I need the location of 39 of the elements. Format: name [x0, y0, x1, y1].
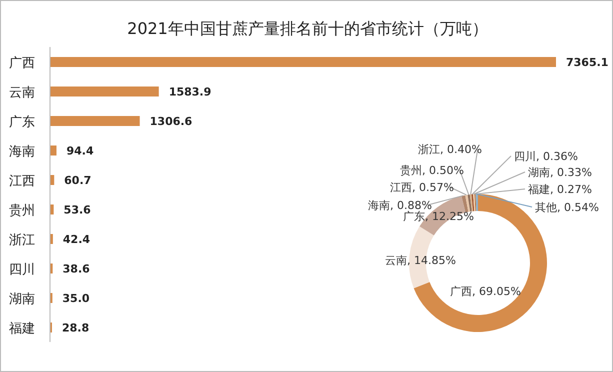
data-label: 1583.9 [168, 86, 212, 98]
slice-label: 湖南, 0.33% [528, 166, 592, 179]
data-label: 7365.1 [566, 56, 608, 69]
slice-label: 江西, 0.57% [390, 181, 454, 194]
data-label: 28.8 [62, 322, 90, 334]
slice-label: 浙江, 0.40% [418, 143, 482, 156]
data-label: 42.4 [62, 233, 90, 246]
bar [50, 116, 140, 126]
y-tick-label: 广西 [9, 56, 35, 71]
donut-slice [465, 194, 470, 212]
bar [50, 86, 159, 96]
y-tick-label: 四川 [9, 262, 35, 278]
data-label: 94.4 [66, 144, 94, 158]
y-tick-label: 福建 [9, 321, 35, 336]
donut-slice [468, 194, 472, 212]
slice-label: 广西, 69.05% [450, 285, 521, 298]
y-tick-label: 云南 [9, 85, 35, 100]
slice-label: 云南, 14.85% [385, 254, 456, 267]
slice-label: 福建, 0.27% [528, 183, 592, 196]
y-tick-label: 贵州 [9, 203, 35, 218]
y-tick-label: 广东 [9, 114, 35, 130]
bar [50, 146, 56, 156]
donut-slice [470, 194, 474, 212]
slice-label: 其他, 0.54% [535, 201, 599, 214]
y-tick-label: 湖南 [9, 292, 35, 307]
data-label: 53.6 [64, 204, 92, 216]
slice-label: 贵州, 0.50% [400, 164, 464, 177]
donut-slice [461, 195, 468, 213]
y-tick-label: 海南 [9, 144, 35, 160]
data-label: 1306.6 [150, 115, 193, 128]
data-label: 35.0 [62, 292, 90, 305]
slice-label: 四川, 0.36% [514, 150, 578, 163]
chart-title: 2021年中国甘蔗产量排名前十的省市统计（万吨） [126, 19, 489, 40]
data-label: 38.6 [62, 262, 90, 276]
y-tick-label: 浙江 [9, 232, 35, 248]
y-tick-label: 江西 [9, 174, 35, 189]
slice-label: 海南, 0.88% [368, 199, 432, 212]
bar [50, 57, 556, 67]
data-label: 60.7 [64, 174, 92, 187]
